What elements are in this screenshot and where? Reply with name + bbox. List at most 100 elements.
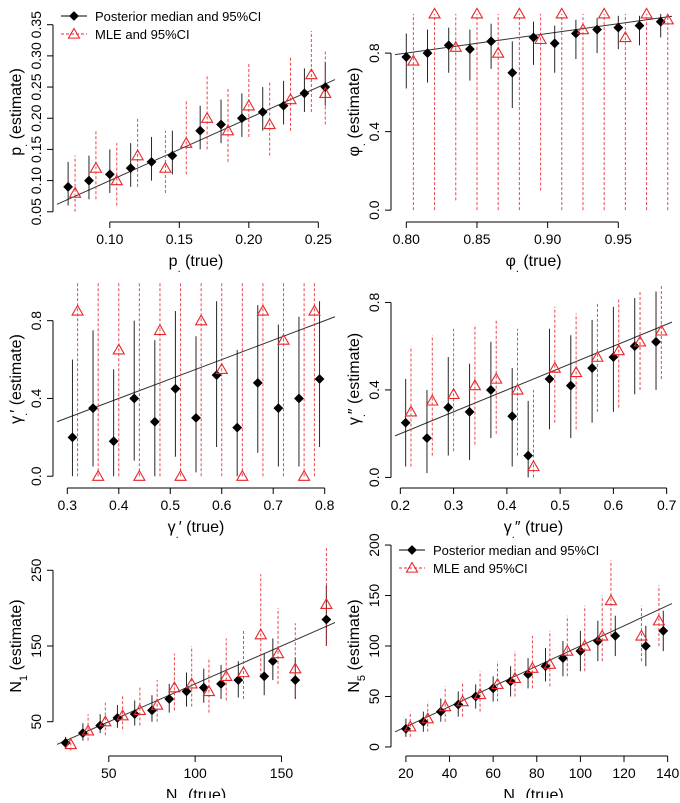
point bbox=[153, 323, 167, 336]
point bbox=[63, 181, 74, 192]
point bbox=[558, 653, 568, 664]
y-axis-title-main: φ bbox=[346, 146, 363, 156]
x-tick-label: 0.25 bbox=[305, 231, 332, 247]
point bbox=[489, 372, 503, 384]
point bbox=[202, 684, 216, 697]
x-axis-title-main: γ bbox=[168, 519, 176, 536]
point bbox=[252, 377, 263, 388]
point bbox=[67, 432, 78, 443]
y-tick-label: 0.8 bbox=[28, 311, 44, 331]
point bbox=[421, 712, 435, 724]
reference-line bbox=[394, 603, 673, 733]
x-tick-label: 0.6 bbox=[212, 497, 232, 513]
point bbox=[319, 597, 333, 610]
point bbox=[425, 394, 439, 406]
point bbox=[654, 324, 668, 336]
point bbox=[198, 682, 209, 693]
x-tick-label: 0.90 bbox=[534, 231, 561, 247]
reference-line bbox=[56, 79, 336, 205]
y-axis-title-rest: (estimate) bbox=[8, 599, 25, 675]
point bbox=[277, 333, 290, 345]
point bbox=[449, 40, 463, 52]
point bbox=[618, 30, 632, 43]
point bbox=[267, 656, 278, 667]
x-tick-label: 0.7 bbox=[263, 497, 283, 513]
x-axis-title-rest: ′ (true) bbox=[179, 519, 225, 536]
y-axis-title-rest: (estimate) bbox=[346, 599, 363, 675]
y-tick-label: 0 bbox=[366, 743, 382, 751]
panel: 20406080100120140050100150200N5 (true)N5… bbox=[346, 533, 680, 803]
point bbox=[569, 365, 583, 378]
x-tick-label: 100 bbox=[569, 765, 593, 781]
legend: Posterior median and 95%CI MLE and 95%CI bbox=[399, 543, 599, 576]
point bbox=[544, 374, 555, 384]
x-tick-label: 50 bbox=[101, 765, 117, 781]
x-axis-title: p. (true) bbox=[169, 253, 224, 275]
point bbox=[443, 40, 454, 51]
point bbox=[456, 694, 470, 707]
point bbox=[263, 117, 277, 130]
y-tick-label: 0.0 bbox=[28, 466, 44, 486]
legend-label: Posterior median and 95%CI bbox=[95, 9, 261, 24]
point bbox=[116, 709, 130, 721]
point bbox=[404, 405, 418, 417]
point bbox=[528, 32, 539, 43]
y-axis-title: N5 (estimate) bbox=[346, 599, 368, 692]
point bbox=[612, 343, 626, 356]
y-tick-label: 200 bbox=[366, 533, 382, 557]
y-tick-label: 50 bbox=[28, 714, 44, 730]
point bbox=[595, 629, 609, 641]
point bbox=[98, 715, 112, 727]
x-axis-title-rest: (true) bbox=[519, 253, 562, 270]
point bbox=[438, 699, 452, 712]
point bbox=[64, 737, 78, 750]
point bbox=[652, 614, 666, 626]
x-axis-title: γ.′ (true) bbox=[168, 519, 225, 541]
point bbox=[401, 52, 412, 62]
point bbox=[464, 44, 475, 55]
legend-marker bbox=[69, 11, 79, 21]
x-axis-title-rest: (true) bbox=[181, 253, 224, 270]
point bbox=[314, 374, 325, 384]
y-tick-label: 150 bbox=[28, 634, 44, 658]
point bbox=[259, 671, 270, 682]
x-tick-label: 0.20 bbox=[235, 231, 262, 247]
x-axis-title-sub: . bbox=[176, 529, 179, 541]
y-tick-label: 0.8 bbox=[366, 43, 382, 63]
point bbox=[590, 350, 604, 362]
x-axis-title-sub: . bbox=[512, 529, 515, 541]
x-tick-label: 0.80 bbox=[393, 231, 420, 247]
x-axis-title: φ. (true) bbox=[505, 253, 561, 275]
point bbox=[133, 703, 147, 716]
x-tick-label: 40 bbox=[442, 765, 458, 781]
y-tick-label: 0.30 bbox=[28, 42, 44, 69]
point bbox=[164, 694, 175, 704]
point bbox=[447, 387, 461, 399]
legend-label: MLE and 95%CI bbox=[95, 27, 190, 42]
point bbox=[307, 304, 321, 316]
point bbox=[597, 7, 611, 19]
point bbox=[146, 156, 157, 167]
point bbox=[194, 314, 208, 326]
point bbox=[473, 687, 487, 700]
legend-label: MLE and 95%CI bbox=[433, 561, 528, 576]
point bbox=[221, 124, 235, 136]
point bbox=[658, 625, 669, 636]
y-tick-label: 0.10 bbox=[28, 167, 44, 194]
point bbox=[470, 7, 484, 19]
point bbox=[403, 720, 417, 732]
x-tick-label: 20 bbox=[398, 765, 414, 781]
point bbox=[613, 22, 624, 33]
x-tick-label: 0.3 bbox=[58, 497, 78, 513]
legend-marker bbox=[407, 545, 417, 555]
point bbox=[634, 20, 645, 31]
y-axis-title-sub: . bbox=[18, 144, 30, 147]
point bbox=[508, 671, 522, 683]
x-tick-label: 0.85 bbox=[463, 231, 490, 247]
point bbox=[179, 136, 193, 148]
point bbox=[297, 469, 311, 481]
x-axis-title-rest: ″ (true) bbox=[515, 519, 563, 536]
point bbox=[108, 436, 119, 447]
panel: 5010015050150250N1 (true)N1 (estimate) bbox=[8, 547, 336, 803]
